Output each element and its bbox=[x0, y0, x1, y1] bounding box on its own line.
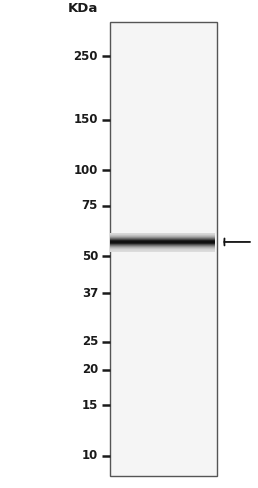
Text: 37: 37 bbox=[82, 287, 98, 300]
Text: KDa: KDa bbox=[68, 1, 98, 15]
Text: 15: 15 bbox=[82, 399, 98, 412]
Text: 150: 150 bbox=[74, 113, 98, 126]
Text: 10: 10 bbox=[82, 449, 98, 462]
Text: 250: 250 bbox=[74, 50, 98, 63]
Text: 20: 20 bbox=[82, 363, 98, 376]
Text: 25: 25 bbox=[82, 335, 98, 348]
Text: 100: 100 bbox=[74, 163, 98, 177]
Text: 50: 50 bbox=[82, 249, 98, 263]
FancyBboxPatch shape bbox=[110, 22, 217, 476]
Text: 75: 75 bbox=[82, 199, 98, 212]
